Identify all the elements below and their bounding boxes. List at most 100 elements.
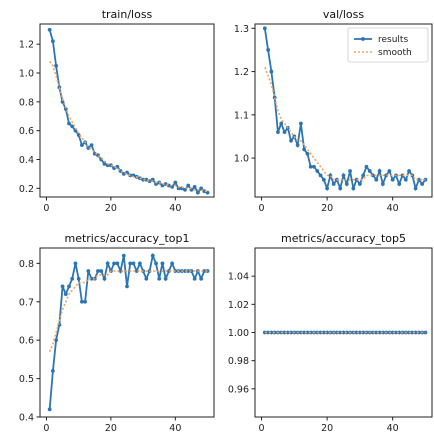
results-point: [154, 182, 158, 186]
results-point: [157, 276, 162, 281]
results-point: [112, 261, 117, 266]
results-point: [269, 69, 274, 74]
y-tick-label: 0.4: [19, 155, 34, 166]
results-point: [318, 330, 323, 335]
results-point: [163, 276, 168, 281]
y-tick-label: 0.6: [19, 126, 34, 137]
subplot-title: val/loss: [323, 8, 365, 21]
y-tick-label: 0.8: [19, 259, 34, 270]
results-point: [202, 189, 207, 194]
y-tick-label: 0.5: [19, 374, 34, 385]
results-point: [118, 269, 123, 273]
results-point: [102, 161, 107, 166]
results-point: [403, 177, 408, 182]
results-point: [166, 269, 171, 273]
results-point: [76, 276, 81, 281]
results-point: [321, 330, 326, 335]
y-tick-label: 1.0: [234, 154, 249, 165]
results-point: [192, 185, 197, 189]
results-point: [377, 169, 382, 173]
legend-label: results: [378, 35, 408, 45]
results-point: [338, 330, 343, 335]
results-point: [374, 177, 379, 182]
subplot-title: metrics/accuracy_top1: [64, 232, 189, 245]
results-point: [83, 299, 88, 304]
subplot-2: val/loss 0 20 40 1.0 1.1 1.2 1.3 results smooth: [234, 8, 433, 214]
results-point: [50, 39, 55, 44]
results-point: [285, 330, 290, 335]
results-point: [60, 99, 65, 104]
y-tick-label: 0.8: [19, 97, 34, 108]
legend-marker-results: [361, 37, 365, 41]
y-tick-label: 0.7: [19, 297, 34, 308]
y-tick-label: 0.4: [19, 413, 34, 424]
results-point: [318, 173, 323, 178]
smooth-line: [264, 66, 426, 181]
results-point: [298, 121, 303, 126]
results-point: [137, 261, 142, 266]
results-point: [121, 172, 126, 176]
y-tick-label: 1.2: [234, 67, 249, 78]
results-point: [282, 130, 287, 135]
y-tick-label: 1.3: [234, 24, 249, 35]
axes-frame: [39, 247, 215, 418]
subplot-title: metrics/accuracy_top5: [281, 232, 406, 245]
results-point: [374, 330, 379, 335]
results-point: [170, 261, 175, 266]
y-tick-label: 1.00: [228, 328, 249, 339]
y-tick-label: 1.0: [19, 69, 34, 80]
results-point: [390, 177, 395, 182]
results-point: [325, 330, 330, 335]
results-point: [341, 173, 346, 178]
results-point: [420, 182, 425, 186]
y-tick-label: 0.96: [228, 384, 249, 395]
legend-label: smooth: [378, 48, 412, 58]
x-tick-label: 0: [43, 423, 49, 434]
results-point: [70, 124, 75, 129]
results-point: [205, 269, 210, 273]
results-point: [54, 338, 59, 343]
results-point: [266, 330, 271, 335]
results-point: [361, 173, 366, 178]
results-point: [47, 407, 52, 412]
results-point: [67, 284, 71, 289]
y-tick-label: 0.98: [228, 356, 249, 367]
results-point: [79, 299, 84, 304]
results-point: [276, 130, 280, 135]
results-point: [380, 330, 385, 335]
results-point: [105, 261, 110, 266]
results-point: [86, 269, 91, 273]
results-point: [413, 186, 418, 191]
results-point: [338, 186, 343, 191]
results-point: [186, 269, 191, 273]
smooth-line: [48, 270, 208, 353]
results-point: [279, 121, 284, 126]
results-point: [394, 330, 398, 335]
results-point: [413, 330, 418, 335]
subplot-1: train/loss 0 20 40 0.2 0.4 0.6 0.8 1.0 1.2: [19, 8, 215, 214]
results-point: [96, 269, 100, 273]
results-point: [354, 177, 359, 182]
results-point: [302, 330, 307, 335]
results-point: [89, 143, 94, 148]
results-point: [199, 186, 204, 191]
results-point: [348, 169, 352, 173]
results-point: [128, 261, 133, 266]
results-point: [154, 261, 158, 266]
results-point: [269, 330, 274, 335]
results-point: [195, 190, 200, 195]
results-point: [321, 177, 326, 182]
axes-frame: [39, 23, 215, 198]
results-point: [416, 177, 421, 182]
results-point: [364, 164, 369, 169]
legend-box: [347, 27, 429, 63]
results-line: [48, 29, 208, 195]
results-point: [361, 330, 366, 335]
results-point: [384, 173, 389, 178]
y-tick-label: 1.02: [228, 300, 249, 311]
results-point: [397, 330, 402, 335]
results-point: [377, 330, 382, 335]
x-tick-label: 40: [169, 203, 181, 214]
smooth-line: [49, 61, 208, 193]
results-point: [125, 284, 129, 289]
